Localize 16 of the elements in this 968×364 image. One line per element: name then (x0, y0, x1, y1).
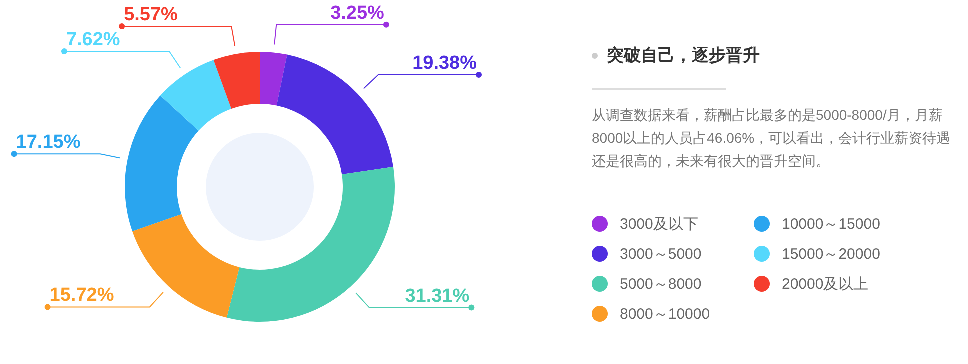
data-label: 7.62% (66, 30, 120, 50)
legend-label: 3000～5000 (620, 246, 702, 263)
data-label: 31.31% (405, 286, 470, 307)
legend-label: 15000～20000 (782, 246, 880, 263)
legend-label: 20000及以上 (782, 276, 869, 293)
legend-label: 10000～15000 (782, 216, 880, 233)
data-label: 3.25% (330, 2, 385, 24)
data-label: 19.38% (412, 52, 478, 74)
data-label: 17.15% (16, 132, 81, 154)
data-label: 15.72% (50, 285, 114, 306)
text: 突破自己，逐步晋升 (607, 45, 760, 67)
data-label: 5.57% (124, 4, 178, 26)
text: 从调查数据来看，薪酬占比最多的是5000-8000/月，月薪8000以上的人员占46.06%，可以看出，会计行业薪资待遇还是很高的，未来有很大的晋升空间。 (592, 106, 952, 171)
legend-label: 5000～8000 (620, 276, 702, 293)
legend-label: 8000～10000 (620, 306, 710, 323)
legend-label: 3000及以下 (620, 216, 698, 233)
